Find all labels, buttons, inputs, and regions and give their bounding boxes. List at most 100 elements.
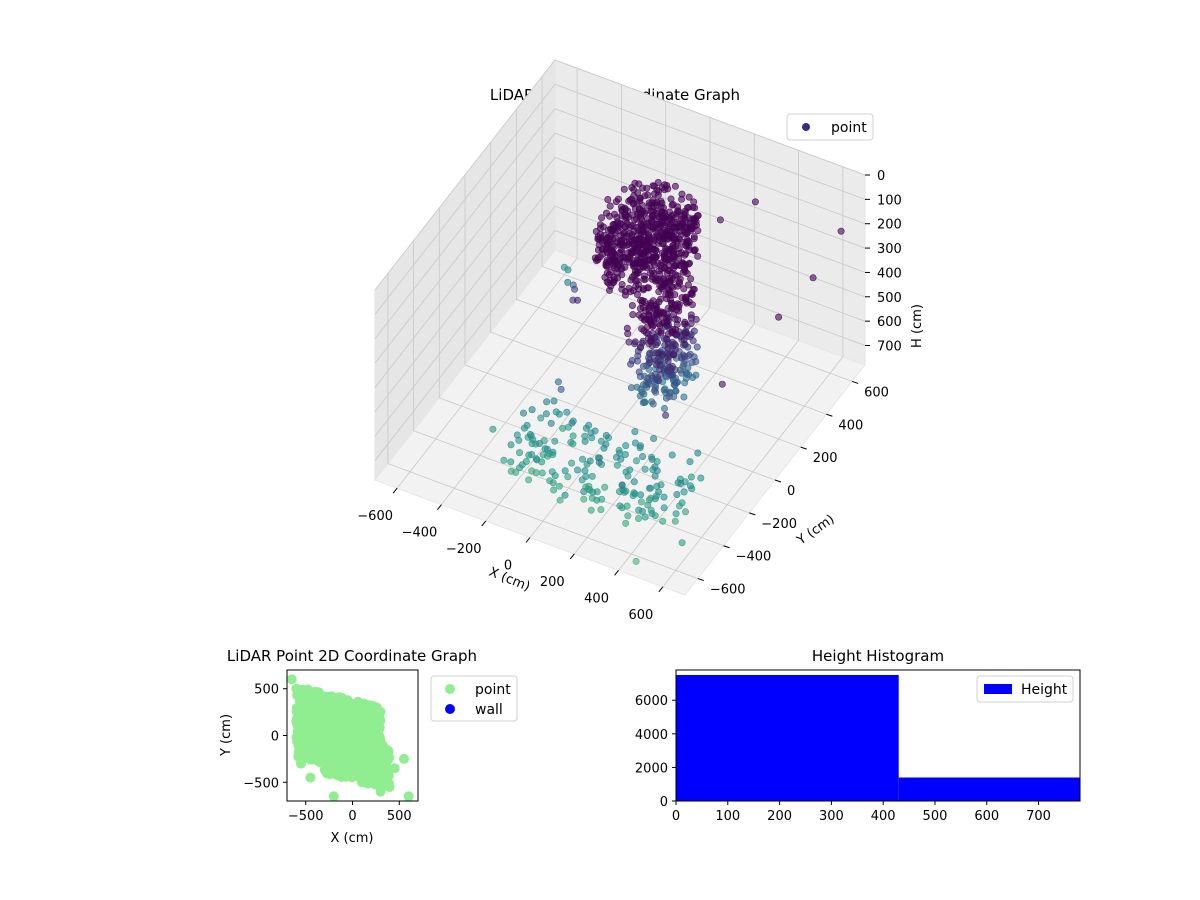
point-2d	[349, 716, 360, 727]
point-3d	[652, 301, 660, 309]
point-2d	[312, 724, 323, 735]
point-3d	[612, 254, 620, 262]
histogram-ticks: 0 100 200 300 400 500 600 700 0 2000 4000 6000	[635, 694, 1051, 824]
point-3d	[525, 476, 533, 484]
grid-y	[387, 273, 699, 579]
histogram-frame	[675, 669, 1081, 802]
chart-3d-legend-marker	[802, 123, 810, 131]
histogram-legend: Height	[976, 675, 1074, 703]
point-3d	[679, 259, 687, 267]
point-2d	[291, 683, 302, 694]
point-3d	[588, 472, 596, 480]
point-3d	[649, 203, 657, 211]
point-3d	[556, 496, 564, 504]
point-3d	[617, 455, 625, 463]
point-3d	[670, 251, 678, 259]
point-3d	[627, 360, 635, 368]
point-3d	[507, 467, 515, 475]
point-3d	[638, 507, 646, 515]
chart-3d-ticks: −600 −400 −200 0 200 400 600 −600 −400 −200 0 200 40…	[357, 169, 902, 623]
point-3d	[650, 245, 658, 253]
point-3d	[573, 296, 581, 304]
point-3d	[658, 351, 666, 359]
point-3d	[633, 277, 641, 285]
point-2d	[315, 689, 326, 700]
point-3d	[604, 196, 612, 204]
point-3d	[641, 513, 649, 521]
xtick-label-hist: 500	[923, 809, 948, 824]
grid-y	[516, 109, 827, 415]
point-3d	[563, 408, 571, 416]
point-3d	[593, 496, 601, 504]
point-3d	[684, 281, 692, 289]
ytick-label-3d: −400	[736, 550, 772, 565]
point-3d	[694, 449, 702, 457]
point-3d	[652, 361, 660, 369]
point-3d	[675, 228, 683, 236]
ytick-3d	[851, 380, 859, 384]
point-2d	[316, 703, 326, 714]
point-3d	[588, 434, 596, 442]
point-3d	[682, 298, 690, 306]
point-3d	[607, 231, 615, 239]
point-3d	[550, 397, 558, 405]
point-3d	[528, 406, 536, 414]
histogram-legend-swatch	[984, 684, 1012, 694]
xtick-label-hist: 400	[871, 809, 896, 824]
point-3d	[687, 226, 695, 234]
point-3d	[661, 186, 669, 194]
point-3d	[680, 488, 688, 496]
point-3d	[655, 488, 663, 496]
point-3d	[620, 185, 628, 193]
point-3d	[687, 314, 695, 322]
point-3d	[602, 245, 610, 253]
xtick-label-3d: 400	[584, 591, 609, 606]
point-3d	[681, 251, 689, 259]
point-3d	[639, 362, 647, 370]
point-3d	[630, 186, 638, 194]
point-2d	[340, 709, 351, 719]
point-3d	[671, 341, 679, 349]
point-3d	[636, 343, 644, 351]
ytick-label-hist: 6000	[635, 694, 668, 709]
point-3d	[660, 504, 668, 512]
chart-3d: LiDAR Point 3D Coordinate Graph −600−400…	[357, 58, 925, 623]
point-3d	[617, 232, 625, 240]
point-3d	[751, 198, 759, 206]
ztick-label-3d: 0	[877, 169, 885, 184]
point-3d	[635, 368, 643, 376]
point-2d	[287, 674, 297, 685]
point-3d	[547, 419, 555, 427]
ytick-label-hist: 4000	[635, 728, 668, 743]
point-3d	[628, 301, 636, 309]
chart-2d-title: LiDAR Point 2D Coordinate Graph	[227, 647, 477, 665]
ztick-label-3d: 700	[877, 340, 902, 355]
point-3d	[598, 214, 606, 222]
xtick-3d	[658, 586, 664, 593]
point-3d	[680, 336, 688, 344]
point-3d	[625, 284, 633, 292]
grid-z	[374, 181, 866, 413]
point-3d	[668, 329, 676, 337]
chart-2d-legend-label-wall: wall	[475, 702, 503, 718]
point-3d	[533, 456, 541, 464]
point-3d	[557, 385, 565, 393]
point-3d	[595, 458, 603, 466]
chart-3d-legend-label: point	[831, 120, 867, 136]
point-3d	[659, 282, 667, 290]
point-3d	[656, 270, 664, 278]
point-3d	[561, 491, 569, 499]
point-3d	[657, 481, 665, 489]
point-3d	[652, 209, 660, 217]
point-3d	[645, 380, 653, 388]
point-3d	[688, 290, 696, 298]
point-3d	[677, 479, 685, 487]
point-3d	[673, 260, 681, 268]
point-3d	[602, 431, 610, 439]
xtick-3d	[437, 504, 442, 510]
point-3d	[660, 365, 668, 373]
point-3d	[716, 216, 724, 224]
point-3d	[670, 393, 678, 401]
grid-y	[438, 207, 750, 514]
xtick-label-2d: 0	[348, 809, 356, 824]
